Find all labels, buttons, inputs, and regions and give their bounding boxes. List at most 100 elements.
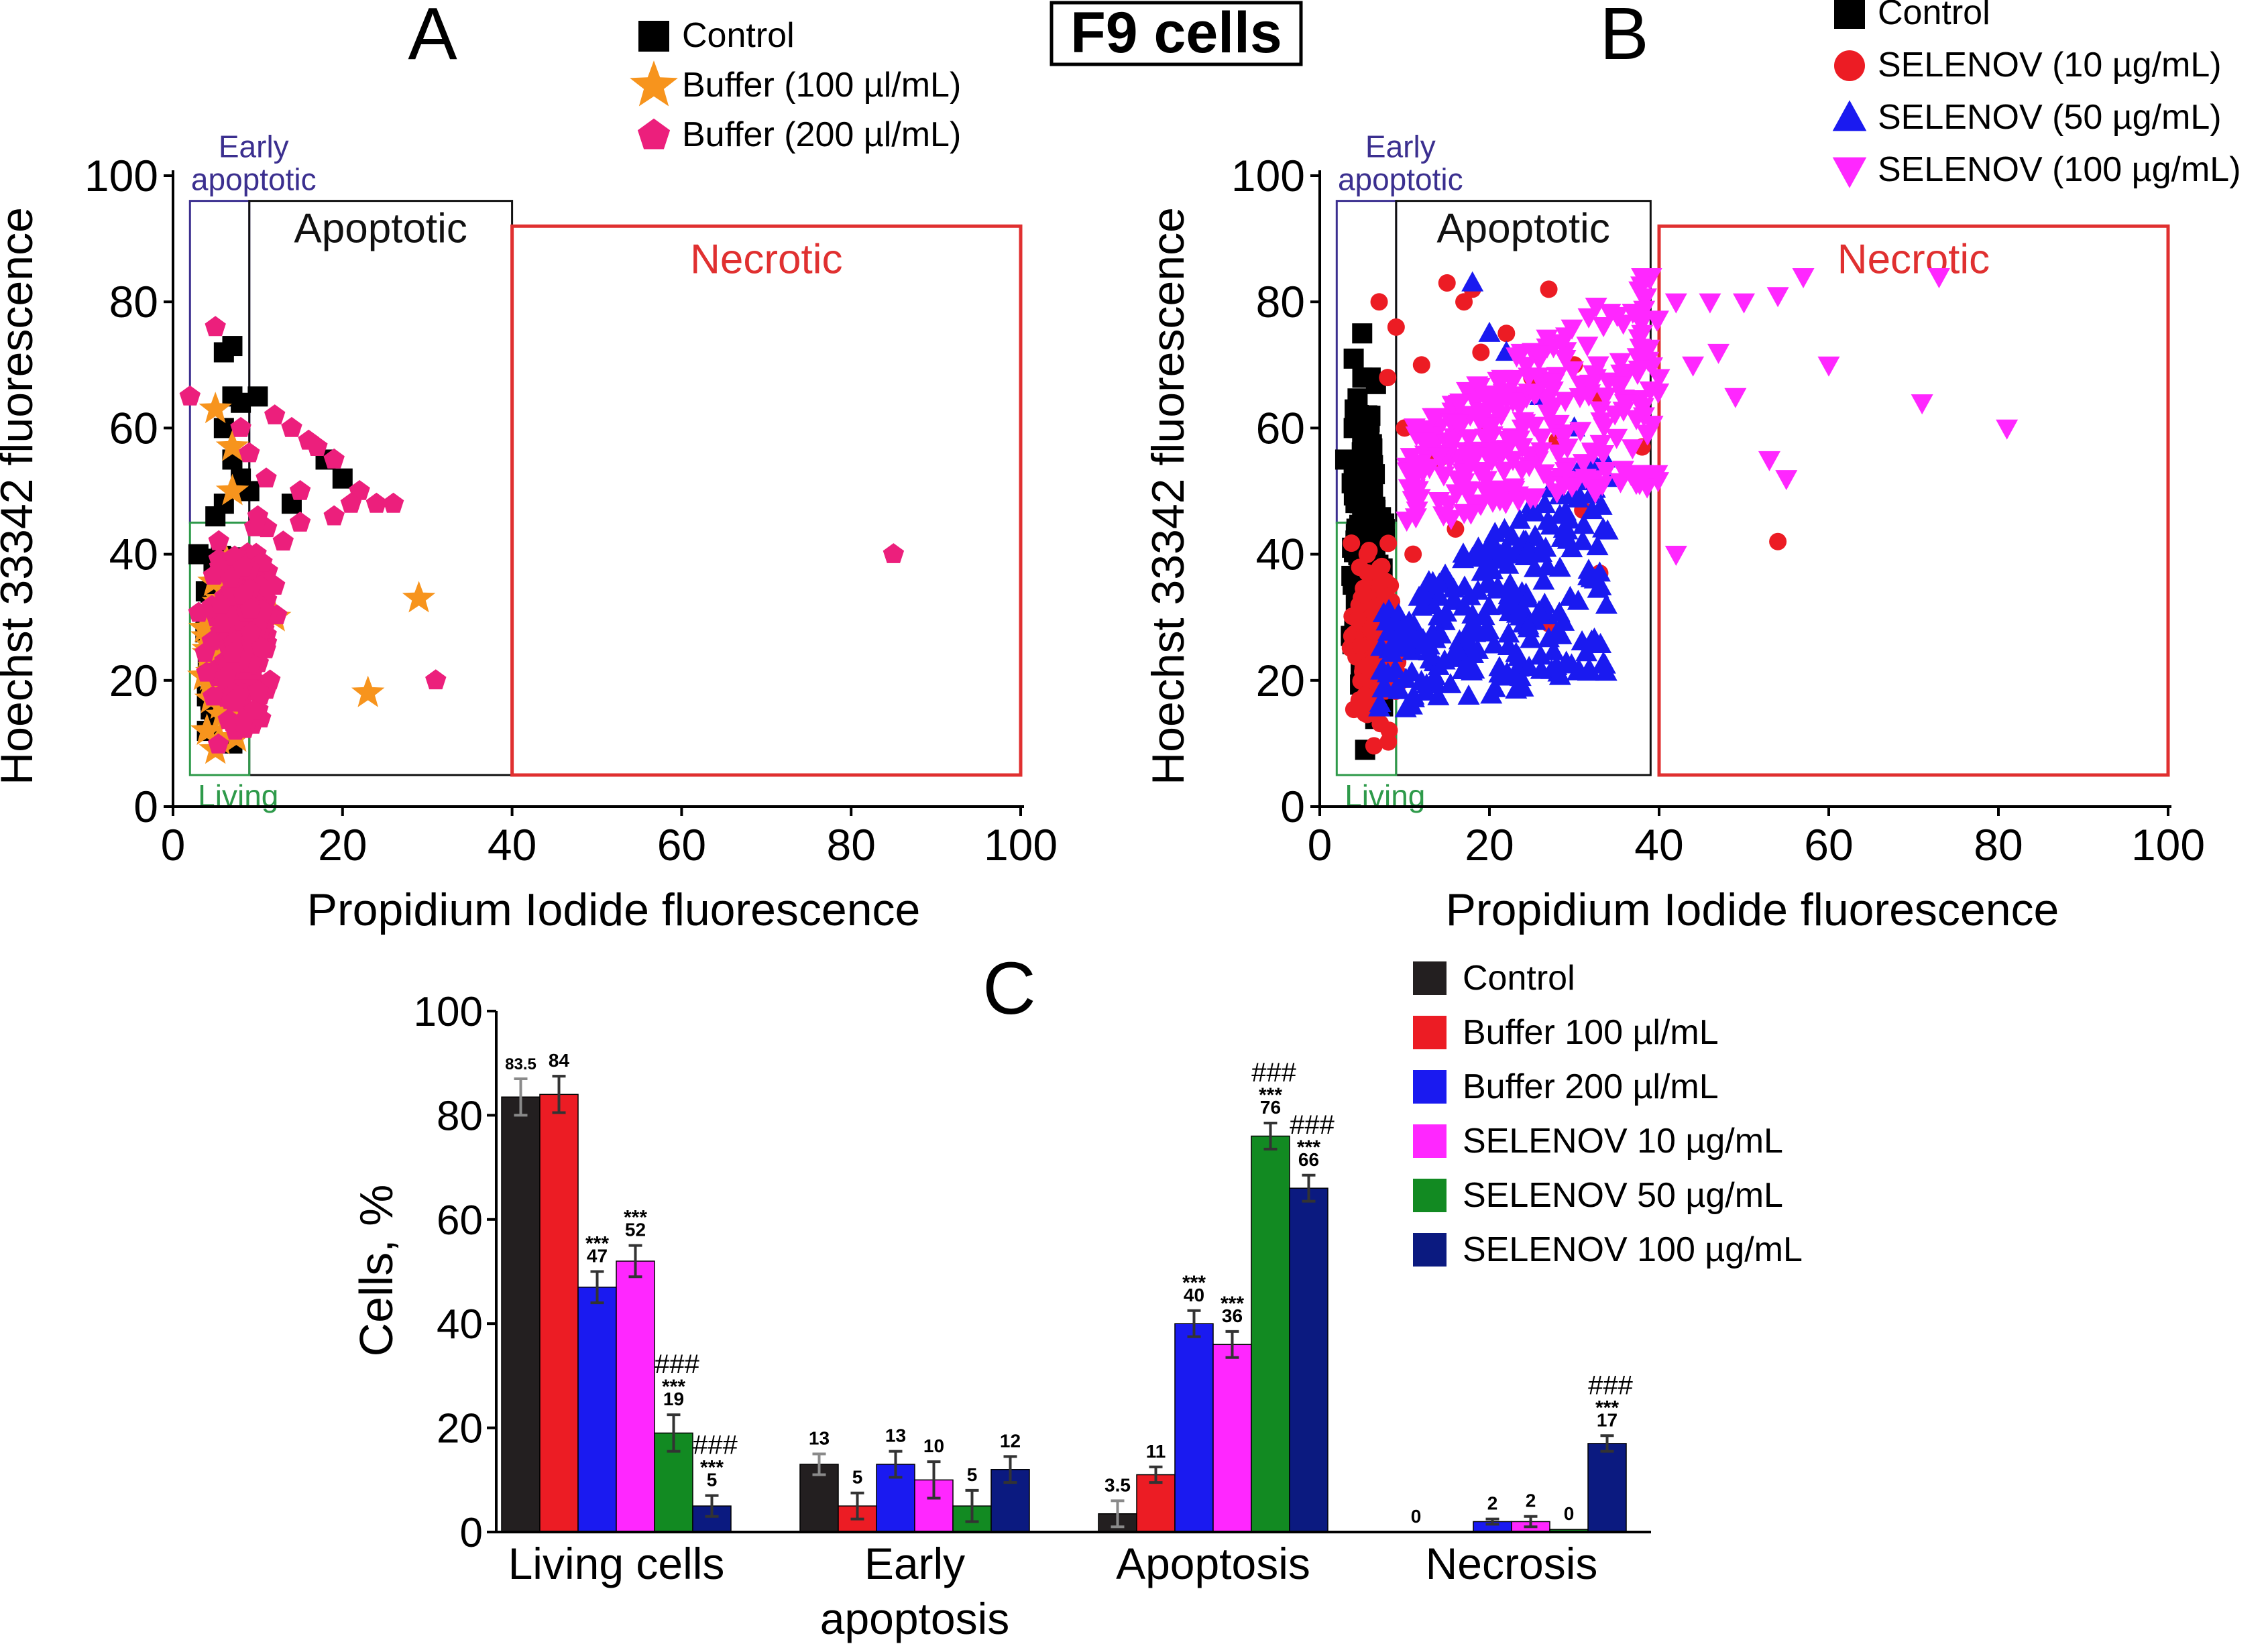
- x-tick-label: 100: [984, 820, 1058, 870]
- scatter-point: [1516, 587, 1539, 608]
- gate-region-box: [1657, 224, 2170, 777]
- scatter-point: [1630, 314, 1653, 335]
- scatter-point: [306, 436, 328, 456]
- legend-marker: [630, 60, 678, 107]
- scatter-point: [1370, 293, 1388, 311]
- x-axis-title: Propidium Iodide fluorescence: [1446, 884, 2059, 935]
- scatter-point: [1775, 470, 1798, 491]
- scatter-point: [1400, 661, 1423, 682]
- scatter-point: [256, 467, 277, 487]
- scatter-point: [1817, 356, 1840, 377]
- scatter-point: [1343, 534, 1361, 552]
- scatter-point: [1527, 345, 1550, 366]
- scatter-point: [1424, 665, 1447, 686]
- scatter-point: [1508, 508, 1531, 529]
- scatter-point: [1452, 542, 1475, 563]
- x-tick-label: 80: [1974, 820, 2023, 870]
- scatter-point: [1360, 367, 1381, 388]
- significance-marker: ###: [693, 1431, 738, 1460]
- scatter-point: [1468, 412, 1491, 432]
- y-tick-label: 0: [1280, 782, 1305, 831]
- scatter-point: [1406, 481, 1429, 502]
- scatter-point: [1479, 386, 1502, 406]
- scatter-point: [1769, 532, 1787, 550]
- scatter-point: [1411, 583, 1434, 603]
- bar-value-label: 2: [1487, 1493, 1498, 1514]
- bar-value-label: 11: [1146, 1441, 1166, 1462]
- panel-letter: B: [1599, 0, 1648, 75]
- scatter-point: [1477, 619, 1500, 640]
- scatter-point: [1613, 394, 1636, 415]
- y-axis-title: Hoechst 33342 fluorescence: [1143, 207, 1194, 785]
- scatter-point: [188, 611, 221, 643]
- y-tick-label: 40: [1256, 530, 1305, 579]
- significance-marker: ***: [585, 1233, 609, 1255]
- y-tick-label: 100: [84, 151, 158, 200]
- scatter-point: [1427, 447, 1450, 468]
- significance-marker: ###: [1251, 1058, 1296, 1087]
- scatter-point: [199, 392, 232, 424]
- scatter-point: [264, 404, 286, 424]
- scatter-point: [1569, 422, 1592, 443]
- scatter-point: [1438, 274, 1456, 292]
- gate-region-label: apoptotic: [191, 162, 317, 197]
- scatter-point: [1404, 418, 1426, 439]
- significance-marker: ###: [1588, 1370, 1633, 1400]
- scatter-point: [215, 473, 249, 506]
- bar-value-label: 84: [549, 1050, 570, 1071]
- x-category-label: Living cells: [508, 1539, 725, 1588]
- scatter-point: [1526, 367, 1549, 388]
- scatter-point: [1400, 448, 1422, 469]
- legend-label: SELENOV (10 µg/mL): [1878, 46, 2222, 84]
- scatter-point: [1360, 493, 1381, 514]
- scatter-point: [1355, 586, 1373, 604]
- scatter-point: [340, 492, 362, 513]
- scatter-point: [1554, 462, 1577, 483]
- legend-label: Buffer (200 µl/mL): [682, 115, 961, 154]
- y-tick-label: 40: [437, 1301, 483, 1348]
- scatter-point: [1577, 386, 1600, 407]
- bar-value-label: 5: [852, 1467, 863, 1488]
- scatter-point: [1605, 428, 1628, 449]
- scatter-point: [1428, 585, 1451, 606]
- scatter-point: [211, 612, 233, 633]
- bar: [1174, 1323, 1214, 1533]
- scatter-point: [1352, 323, 1373, 344]
- scatter-point: [1554, 392, 1577, 412]
- scatter-point: [1372, 571, 1390, 589]
- scatter-point: [1492, 384, 1515, 404]
- significance-marker: ###: [655, 1350, 699, 1379]
- bar: [1289, 1187, 1328, 1533]
- bar: [539, 1094, 579, 1533]
- scatter-point: [1510, 460, 1533, 481]
- x-tick-label: 60: [657, 820, 706, 870]
- significance-marker: ***: [1259, 1084, 1282, 1106]
- scatter-point: [204, 564, 225, 585]
- scatter-point: [1467, 638, 1489, 659]
- scatter-point: [1461, 660, 1483, 681]
- significance-marker: ***: [1595, 1397, 1619, 1419]
- bar: [501, 1096, 541, 1533]
- legend-label: Buffer (100 µl/mL): [682, 66, 961, 105]
- bar-value-label: 83.5: [505, 1055, 536, 1073]
- scatter-point: [1375, 677, 1398, 698]
- scatter-point: [1534, 493, 1556, 514]
- gate-region-label: apoptotic: [1338, 162, 1463, 197]
- scatter-point: [351, 675, 385, 707]
- legend-label: SELENOV (100 µg/mL): [1878, 150, 2241, 189]
- scatter-point: [1477, 595, 1500, 615]
- legend-marker: [638, 21, 669, 52]
- scatter-point: [402, 581, 436, 613]
- legend-marker: [1832, 100, 1867, 131]
- scatter-point: [1596, 519, 1619, 540]
- gate-region-label: Necrotic: [690, 236, 842, 282]
- scatter-point: [1580, 630, 1603, 650]
- scatter-point: [1461, 603, 1484, 624]
- bar: [1587, 1443, 1627, 1533]
- scatter-point: [1664, 546, 1687, 566]
- legend-label: Control: [1878, 0, 1990, 32]
- scatter-point: [1542, 640, 1565, 660]
- scatter-point: [1352, 430, 1373, 451]
